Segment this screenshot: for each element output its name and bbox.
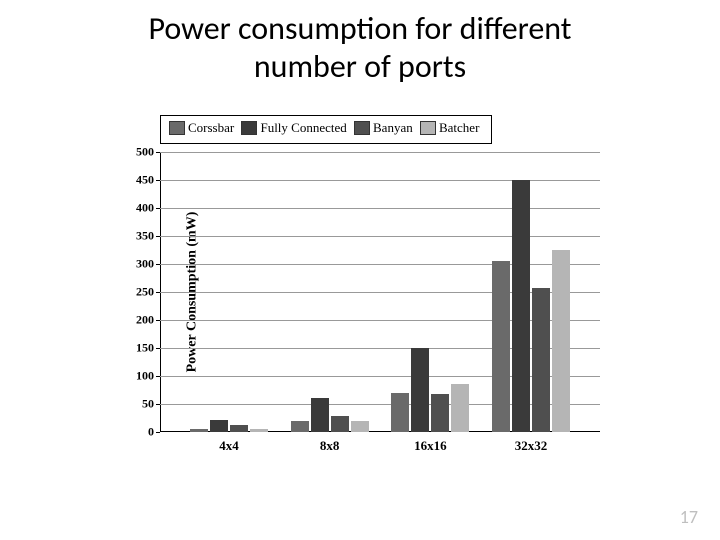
legend-label: Banyan — [373, 120, 413, 136]
bar — [291, 421, 309, 432]
bar — [512, 180, 530, 432]
legend-label: Corssbar — [188, 120, 234, 136]
bar — [311, 398, 329, 432]
bar — [230, 425, 248, 432]
legend: Corssbar Fully Connected Banyan Batcher — [160, 115, 492, 144]
x-category-label: 16x16 — [414, 432, 447, 454]
x-category-label: 8x8 — [320, 432, 340, 454]
legend-item-banyan: Banyan — [354, 120, 413, 136]
bar-group — [190, 420, 268, 432]
bar — [431, 394, 449, 432]
legend-swatch — [420, 121, 436, 135]
bar — [451, 384, 469, 432]
title-line-2: number of ports — [254, 47, 466, 86]
bar-group — [391, 348, 469, 432]
bar — [492, 261, 510, 432]
bars-layer — [160, 152, 600, 432]
power-chart: Corssbar Fully Connected Banyan Batcher … — [100, 115, 600, 485]
y-tick-mark — [156, 432, 160, 433]
legend-swatch — [169, 121, 185, 135]
bar-group — [492, 180, 570, 432]
bar-group — [291, 398, 369, 432]
legend-swatch — [241, 121, 257, 135]
legend-item-batcher: Batcher — [420, 120, 479, 136]
plot-area: Power Consumption (mW) 05010015020025030… — [160, 152, 600, 432]
legend-swatch — [354, 121, 370, 135]
legend-item-fully-connected: Fully Connected — [241, 120, 346, 136]
bar — [250, 429, 268, 432]
title-line-1: Power consumption for different — [148, 9, 571, 48]
bar — [391, 393, 409, 432]
page-number: 17 — [680, 506, 698, 528]
legend-label: Batcher — [439, 120, 479, 136]
x-category-label: 32x32 — [515, 432, 548, 454]
bar — [411, 348, 429, 432]
legend-item-crossbar: Corssbar — [169, 120, 234, 136]
bar — [552, 250, 570, 432]
bar — [210, 420, 228, 432]
x-category-label: 4x4 — [219, 432, 239, 454]
legend-label: Fully Connected — [260, 120, 346, 136]
bar — [190, 429, 208, 432]
bar — [351, 421, 369, 432]
page-title: Power consumption for different number o… — [0, 0, 720, 87]
bar — [331, 416, 349, 432]
bar — [532, 288, 550, 432]
